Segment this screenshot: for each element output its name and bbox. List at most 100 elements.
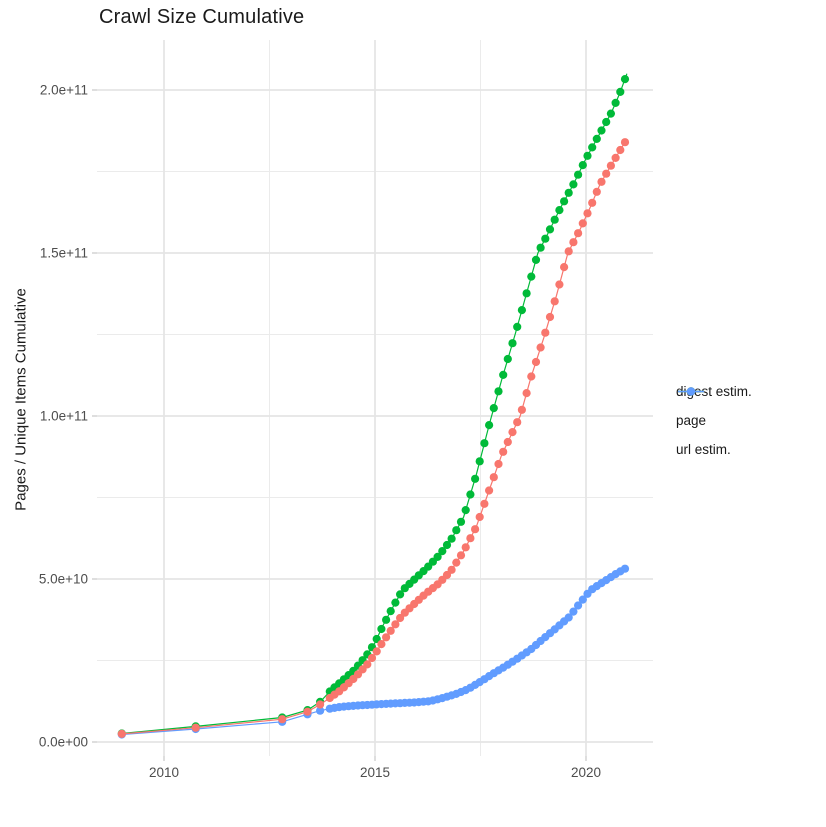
data-point (485, 486, 494, 495)
legend-key-icon (678, 387, 704, 396)
data-point (588, 143, 597, 152)
data-point (578, 595, 587, 604)
data-point (382, 615, 391, 624)
data-point (303, 707, 312, 716)
data-point (316, 700, 325, 709)
data-point (550, 297, 559, 306)
data-point (447, 565, 456, 574)
data-point (461, 543, 470, 552)
data-point (597, 177, 606, 186)
data-point (480, 439, 489, 448)
data-point (391, 598, 400, 607)
data-point (522, 389, 531, 398)
data-point (569, 238, 578, 247)
data-point (569, 607, 578, 616)
data-point (377, 624, 386, 634)
data-point (372, 647, 381, 656)
data-point (494, 387, 503, 396)
data-point (578, 161, 587, 170)
x-tick-label: 2010 (149, 765, 179, 780)
series-digest-estim (117, 138, 630, 739)
data-point (503, 354, 512, 364)
data-point (433, 552, 442, 562)
data-point (508, 428, 517, 437)
data-point (606, 161, 616, 170)
legend-label: digest estim. (676, 384, 752, 399)
data-point (466, 534, 475, 543)
data-point (396, 590, 405, 599)
data-point (555, 206, 564, 215)
data-point (513, 322, 522, 331)
legend-label: url estim. (676, 442, 731, 457)
data-point (471, 525, 480, 534)
data-point (489, 473, 498, 482)
data-point (452, 558, 461, 567)
legend-item-page: page (676, 387, 752, 429)
data-point (278, 715, 287, 724)
data-point (616, 87, 625, 96)
data-point (499, 370, 508, 379)
data-point (480, 499, 489, 508)
data-point (602, 169, 611, 178)
data-point (550, 215, 559, 224)
y-tick-label: 1.5e+11 (40, 246, 88, 261)
x-tick-label: 2015 (360, 765, 390, 780)
data-point (578, 219, 587, 228)
axes: 2010 2015 2020 0.0e+00 5.0e+10 1.0e+11 1.5e+11… (39, 83, 601, 781)
data-point (499, 447, 508, 456)
data-point (386, 607, 395, 616)
legend-item-url-estim: url estim. (676, 387, 752, 458)
x-tick-label: 2020 (571, 765, 601, 780)
data-point (447, 534, 456, 543)
data-point (606, 109, 616, 118)
data-point (475, 457, 484, 466)
data-point (536, 243, 545, 252)
legend: digest estim. page url estim. (676, 383, 752, 470)
data-point (367, 653, 377, 663)
data-point (438, 547, 447, 556)
data-point (555, 280, 564, 289)
data-point (597, 126, 606, 135)
data-point (569, 180, 578, 189)
data-point (560, 263, 569, 272)
y-tick-label: 5.0e+10 (39, 572, 88, 587)
data-point (574, 229, 583, 238)
y-tick-label: 1.0e+11 (40, 409, 88, 424)
data-point (536, 343, 545, 352)
data-point (592, 187, 601, 196)
data-point (452, 526, 461, 535)
data-point (564, 247, 573, 256)
data-point (456, 517, 466, 526)
data-point (191, 723, 200, 732)
data-point (602, 117, 611, 127)
series-page (117, 73, 630, 738)
data-point (574, 601, 583, 610)
data-point (456, 551, 466, 560)
data-point (574, 170, 583, 179)
data-point (620, 138, 630, 147)
data-point (508, 339, 517, 348)
data-point (117, 729, 126, 739)
data-point (386, 626, 395, 635)
data-point (489, 404, 498, 413)
data-point (527, 372, 536, 381)
data-point (541, 328, 550, 337)
data-point (541, 234, 550, 243)
data-point (513, 418, 522, 427)
data-point (560, 197, 569, 206)
data-point (564, 188, 573, 197)
data-point (592, 134, 601, 143)
data-point (522, 289, 531, 298)
legend-label: page (676, 413, 707, 428)
data-point (316, 706, 325, 715)
data-point (461, 506, 470, 515)
data-point (494, 459, 503, 469)
y-tick-label: 0.0e+00 (39, 735, 88, 750)
data-point (588, 198, 597, 207)
data-point (391, 620, 400, 629)
data-point (527, 272, 536, 281)
data-point (545, 225, 555, 234)
data-point (531, 255, 541, 264)
data-point (517, 405, 527, 414)
